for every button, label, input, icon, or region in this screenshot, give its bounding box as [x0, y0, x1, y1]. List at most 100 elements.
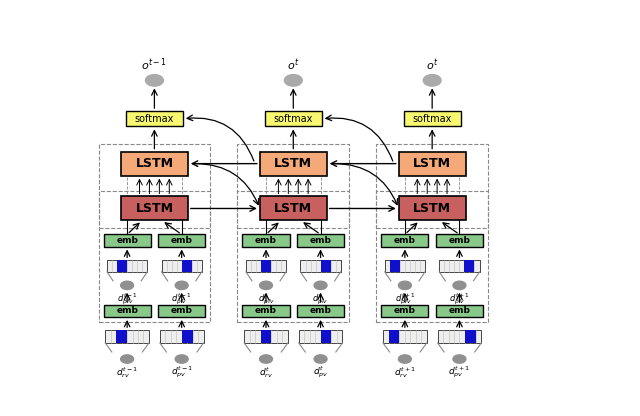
Text: softmax: softmax — [412, 114, 452, 124]
Bar — [246, 260, 286, 272]
Bar — [260, 151, 327, 176]
Bar — [182, 260, 192, 272]
Bar — [99, 144, 210, 228]
Bar — [121, 196, 188, 220]
Bar — [376, 144, 488, 228]
Bar — [106, 330, 149, 343]
Circle shape — [314, 355, 327, 363]
Bar — [381, 305, 428, 317]
Bar — [160, 330, 204, 343]
Circle shape — [284, 74, 302, 86]
Bar — [383, 330, 427, 343]
Circle shape — [121, 281, 134, 290]
Text: emb: emb — [116, 307, 138, 315]
Text: emb: emb — [394, 307, 416, 315]
Bar — [237, 144, 349, 228]
Bar — [261, 260, 271, 272]
Bar — [104, 235, 150, 247]
Text: LSTM: LSTM — [275, 157, 312, 170]
Text: emb: emb — [449, 236, 470, 245]
Bar — [121, 151, 188, 176]
Bar — [99, 191, 210, 322]
Circle shape — [260, 281, 273, 290]
Text: LSTM: LSTM — [275, 202, 312, 215]
Text: LSTM: LSTM — [136, 157, 173, 170]
Bar — [376, 191, 488, 322]
Circle shape — [145, 74, 163, 86]
Text: $d^{t}_{plv}$: $d^{t}_{plv}$ — [312, 291, 329, 307]
Bar — [465, 260, 474, 272]
Bar — [126, 111, 183, 126]
Circle shape — [453, 281, 466, 290]
Circle shape — [121, 355, 134, 363]
Bar — [381, 235, 428, 247]
Bar — [297, 235, 344, 247]
Bar — [385, 260, 425, 272]
Bar — [107, 260, 147, 272]
Bar — [116, 330, 127, 343]
Bar — [301, 260, 340, 272]
Bar — [265, 111, 322, 126]
Bar — [321, 330, 332, 343]
Circle shape — [260, 355, 273, 363]
Text: $d^{t}_{pfv}$: $d^{t}_{pfv}$ — [258, 291, 275, 307]
Bar — [399, 151, 466, 176]
Bar — [158, 305, 205, 317]
Text: $d^{t-1}_{plv}$: $d^{t-1}_{plv}$ — [172, 291, 192, 307]
Text: $d^{t+1}_{pfv}$: $d^{t+1}_{pfv}$ — [395, 291, 415, 307]
Text: emb: emb — [171, 236, 193, 245]
Text: softmax: softmax — [134, 114, 174, 124]
Text: $d^{t+1}_{pv}$: $d^{t+1}_{pv}$ — [449, 365, 470, 380]
Text: LSTM: LSTM — [136, 202, 173, 215]
Text: emb: emb — [449, 307, 470, 315]
Bar — [182, 330, 193, 343]
Text: emb: emb — [310, 307, 332, 315]
Bar — [440, 260, 479, 272]
Bar — [297, 305, 344, 317]
Bar — [404, 111, 461, 126]
Circle shape — [399, 355, 412, 363]
Text: emb: emb — [255, 307, 277, 315]
Bar — [162, 260, 202, 272]
Text: LSTM: LSTM — [413, 202, 451, 215]
Bar — [237, 191, 349, 322]
Text: $d^{t}_{pv}$: $d^{t}_{pv}$ — [313, 365, 328, 380]
Bar — [299, 330, 342, 343]
Text: emb: emb — [394, 236, 416, 245]
Text: emb: emb — [116, 236, 138, 245]
Circle shape — [423, 74, 441, 86]
Bar — [438, 330, 481, 343]
Text: LSTM: LSTM — [413, 157, 451, 170]
Bar — [388, 330, 399, 343]
Bar — [260, 196, 327, 220]
Bar — [117, 260, 127, 272]
Circle shape — [175, 355, 188, 363]
Text: $o^{t}$: $o^{t}$ — [287, 58, 300, 73]
Text: $d^{t-1}_{pfv}$: $d^{t-1}_{pfv}$ — [117, 291, 138, 307]
Bar — [243, 235, 289, 247]
Circle shape — [175, 281, 188, 290]
Circle shape — [399, 281, 412, 290]
Bar — [399, 196, 466, 220]
Text: $d^{t-1}_{rv}$: $d^{t-1}_{rv}$ — [116, 365, 138, 380]
Text: $o^{t}$: $o^{t}$ — [426, 58, 438, 73]
Text: $d^{t+1}_{plv}$: $d^{t+1}_{plv}$ — [449, 291, 470, 307]
Text: $d^{t+1}_{rv}$: $d^{t+1}_{rv}$ — [394, 365, 416, 380]
Text: emb: emb — [310, 236, 332, 245]
Text: $d^{t}_{rv}$: $d^{t}_{rv}$ — [259, 365, 273, 380]
Text: $o^{t-1}$: $o^{t-1}$ — [141, 57, 168, 73]
Bar — [436, 235, 483, 247]
Bar — [244, 330, 288, 343]
Text: emb: emb — [255, 236, 277, 245]
Bar — [243, 305, 289, 317]
Text: $d^{t-1}_{pv}$: $d^{t-1}_{pv}$ — [171, 365, 193, 380]
Bar — [321, 260, 331, 272]
Bar — [390, 260, 400, 272]
Circle shape — [453, 355, 466, 363]
Bar — [158, 235, 205, 247]
Bar — [436, 305, 483, 317]
Bar — [465, 330, 476, 343]
Text: emb: emb — [171, 307, 193, 315]
Circle shape — [314, 281, 327, 290]
Text: softmax: softmax — [273, 114, 313, 124]
